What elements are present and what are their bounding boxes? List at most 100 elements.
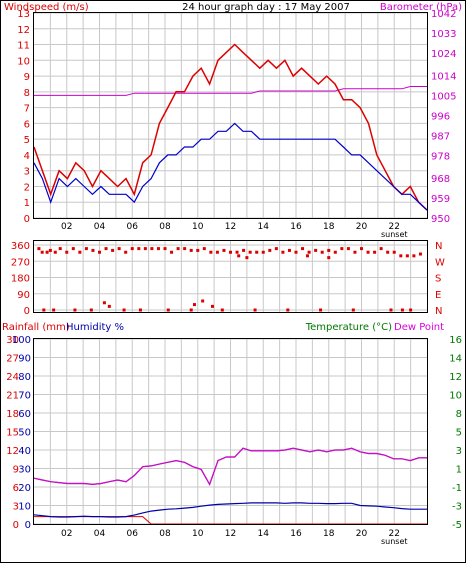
barometer-tick-label: 1033: [431, 29, 456, 40]
x-tick-label: 14: [258, 529, 270, 539]
wind-direction-point: [248, 250, 252, 254]
wind-direction-point: [405, 254, 409, 258]
wind-direction-point: [53, 250, 57, 254]
barometer-tick-label: 1042: [431, 9, 456, 20]
wind-direction-point: [386, 250, 390, 254]
wind-direction-point: [124, 250, 128, 254]
temperature-axis-label: Temperature (°C): [305, 322, 392, 333]
wind-direction-point: [351, 308, 355, 312]
windspeed-tick-label: 5: [24, 135, 30, 146]
rainfall-tick-label: 0: [13, 520, 19, 531]
direction-tick-label: 90: [17, 290, 30, 301]
wind-direction-point: [137, 247, 141, 251]
wind-direction-point: [379, 247, 383, 251]
x-tick-label: 22: [389, 222, 400, 232]
wind-direction-point: [183, 247, 187, 251]
wind-direction-point: [389, 308, 393, 312]
rainfall-tick-label: 27: [6, 354, 19, 365]
x-tick-label: 06: [127, 222, 139, 232]
humidity-tick-label: 0: [25, 520, 31, 531]
rainfall-axis-label: Rainfall (mm): [2, 322, 70, 333]
wind-direction-point: [150, 247, 154, 251]
wind-direction-point: [242, 248, 246, 252]
x-tick-label: 18: [323, 529, 335, 539]
windspeed-tick-label: 10: [17, 56, 30, 67]
wind-direction-point: [360, 247, 363, 251]
wind-direction-point: [117, 247, 121, 251]
humidity-tick-label: 50: [18, 428, 31, 439]
wind-direction-point: [418, 252, 422, 256]
wind-direction-point: [52, 308, 56, 312]
windspeed-tick-label: 7: [24, 104, 30, 115]
windspeed-tick-label: 8: [24, 88, 30, 99]
barometer-tick-label: 987: [431, 132, 450, 143]
wind-direction-point: [229, 250, 232, 254]
wind-direction-point: [412, 254, 416, 258]
wind-direction-point: [170, 250, 174, 254]
wind-direction-point: [287, 248, 291, 252]
x-tick-label: 20: [356, 222, 368, 232]
barometer-tick-label: 996: [431, 112, 450, 123]
x-tick-label: 02: [61, 529, 72, 539]
wind-direction-point: [209, 250, 213, 254]
humidity-tick-label: 30: [18, 465, 31, 476]
wind-direction-point: [274, 247, 278, 251]
humidity-tick-label: 20: [18, 483, 31, 494]
direction-tick-label: 0: [24, 306, 30, 317]
wind-direction-point: [210, 304, 214, 308]
wind-direction-point: [268, 248, 272, 252]
humidity-tick-label: 40: [18, 446, 31, 457]
humidity-line: [33, 502, 427, 518]
rainfall-tick-label: 21: [6, 391, 19, 402]
wind-direction-point: [215, 250, 219, 254]
windspeed-tick-label: 4: [24, 151, 30, 162]
windspeed-tick-label: 3: [24, 167, 30, 178]
x-tick-label: 04: [94, 222, 106, 232]
wind-direction-point: [40, 250, 44, 254]
wind-direction-point: [353, 250, 357, 254]
wind-direction-point: [78, 250, 82, 254]
wind-direction-point: [222, 248, 226, 252]
wind-direction-point: [48, 248, 52, 252]
wind-direction-point: [42, 308, 46, 312]
wind-direction-point: [84, 247, 88, 251]
temperature-tick-label: -1: [452, 483, 462, 494]
wind-direction-point: [237, 254, 241, 258]
x-tick-label: 14: [258, 222, 270, 232]
x-tick-label: 12: [225, 529, 236, 539]
wind-direction-point: [143, 247, 147, 251]
wind-direction-point: [122, 308, 126, 312]
temperature-tick-label: 16: [449, 335, 462, 346]
barometer-line: [34, 86, 427, 96]
x-tick-label: 16: [290, 222, 302, 232]
temperature-tick-label: 1: [456, 465, 462, 476]
barometer-axis-label: Barometer (hPa): [380, 2, 462, 13]
wind-direction-point: [98, 250, 101, 254]
wind-direction-point: [65, 250, 69, 254]
rainfall-tick-label: 6: [13, 483, 19, 494]
barometer-tick-label: 1005: [431, 91, 456, 102]
sunset-label: sunset: [381, 230, 408, 239]
x-tick-label: 22: [389, 529, 400, 539]
x-tick-label: 10: [192, 529, 204, 539]
temperature-panel-frame: [33, 338, 428, 525]
wind-direction-point: [156, 247, 160, 251]
rainfall-tick-label: 15: [6, 428, 19, 439]
temperature-tick-label: 5: [456, 428, 462, 439]
wind-direction-point: [138, 308, 142, 312]
wind-direction-point: [286, 308, 290, 312]
wind-direction-point: [281, 250, 285, 254]
direction-tick-label: 360: [11, 241, 30, 252]
humidity-tick-label: 60: [18, 409, 31, 420]
wind-direction-point: [176, 247, 180, 251]
windspeed-tick-label: 13: [17, 9, 30, 20]
wind-direction-point: [346, 247, 350, 251]
barometer-tick-label: 1014: [431, 71, 456, 82]
x-tick-label: 12: [225, 222, 236, 232]
wind-direction-point: [294, 250, 298, 254]
x-tick-label: 20: [356, 529, 368, 539]
wind-direction-point: [192, 303, 196, 307]
barometer-tick-label: 959: [431, 194, 450, 205]
wind-direction-point: [71, 247, 75, 251]
wind-direction-point: [245, 256, 249, 260]
